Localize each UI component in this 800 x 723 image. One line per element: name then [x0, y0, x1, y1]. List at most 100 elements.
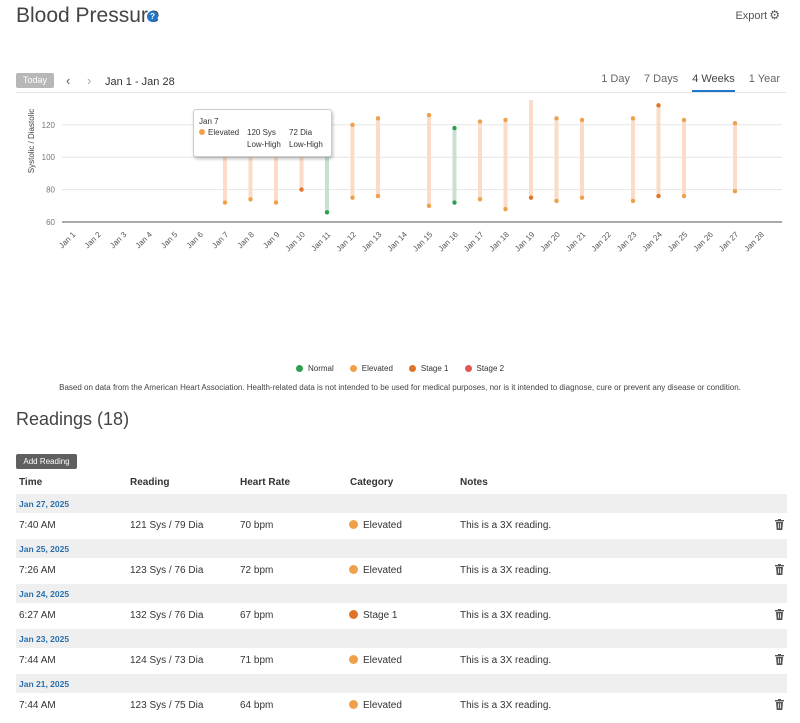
- x-tick-label: Jan 2: [83, 230, 104, 251]
- export-button[interactable]: Export ⚙: [735, 8, 780, 22]
- bp-range-bar: [350, 124, 355, 198]
- category-dot: [349, 610, 358, 619]
- trash-icon[interactable]: [775, 519, 784, 530]
- table-row[interactable]: 6:27 AM 132 Sys / 76 Dia 67 bpm Stage 1 This…: [16, 603, 787, 629]
- x-tick-label: Jan 22: [590, 230, 614, 254]
- cell-category: Elevated: [349, 520, 402, 531]
- tooltip-diastolic: 72 Dia: [289, 128, 313, 137]
- group-date: Jan 24, 2025: [19, 589, 70, 599]
- trash-icon[interactable]: [775, 564, 784, 575]
- x-tick-label: Jan 13: [360, 230, 384, 254]
- diastolic-point: [503, 206, 508, 212]
- cell-notes: This is a 3X reading.: [460, 565, 552, 576]
- chart-tooltip: Jan 7 Elevated 120 Sys 72 Dia Low-High L…: [193, 109, 332, 157]
- legend-label: Normal: [308, 364, 334, 373]
- diastolic-point: [630, 198, 636, 204]
- x-tick-label: Jan 27: [717, 230, 741, 254]
- bp-range-bar: [529, 100, 533, 198]
- col-heart-rate: Heart Rate: [240, 477, 291, 488]
- bp-range-bar: [733, 123, 737, 192]
- cell-time: 7:40 AM: [19, 520, 56, 531]
- table-row[interactable]: 7:40 AM 121 Sys / 79 Dia 70 bpm Elevated Thi…: [16, 513, 787, 539]
- bp-range-bar: [656, 105, 661, 197]
- legend-dot: [349, 365, 357, 372]
- diastolic-point: [299, 187, 304, 192]
- x-tick-label: Jan 18: [488, 230, 512, 254]
- bp-range-bar: [223, 124, 227, 203]
- help-icon[interactable]: ?: [147, 11, 158, 22]
- systolic-point: [426, 112, 432, 118]
- tooltip-systolic: 120 Sys: [247, 128, 276, 137]
- cell-category: Elevated: [349, 700, 402, 711]
- trash-icon[interactable]: [775, 699, 784, 710]
- bp-range-bar: [580, 119, 584, 198]
- legend-stage2[interactable]: Stage 2: [464, 364, 504, 373]
- diastolic-point: [528, 195, 534, 200]
- category-label: Elevated: [363, 520, 402, 531]
- cell-heart-rate: 67 bpm: [240, 610, 274, 621]
- trash-icon[interactable]: [775, 609, 784, 620]
- systolic-point: [579, 117, 585, 123]
- category-dot: [349, 520, 358, 529]
- x-tick-label: Jan 21: [564, 230, 588, 254]
- table-row[interactable]: 7:44 AM 123 Sys / 75 Dia 64 bpm Elevated Thi…: [16, 693, 787, 719]
- y-tick-label: 100: [42, 153, 56, 162]
- table-header: Time Reading Heart Rate Category Notes: [16, 475, 786, 493]
- tab-1-day[interactable]: 1 Day: [601, 73, 630, 85]
- diastolic-point: [324, 210, 330, 215]
- diastolic-point: [248, 197, 253, 202]
- today-button[interactable]: Today: [16, 73, 54, 88]
- add-reading-button[interactable]: Add Reading: [16, 454, 77, 469]
- cell-notes: This is a 3X reading.: [460, 520, 552, 531]
- tab-7-days[interactable]: 7 Days: [643, 73, 679, 85]
- x-tick-label: Jan 20: [539, 230, 563, 254]
- systolic-point: [554, 116, 559, 121]
- table-row[interactable]: 7:44 AM 124 Sys / 73 Dia 71 bpm Elevated Thi…: [16, 648, 787, 674]
- legend-dot: [464, 365, 472, 372]
- legend-dot: [408, 365, 416, 372]
- tab-1-year[interactable]: 1 Year: [748, 73, 780, 85]
- category-dot: [349, 565, 358, 574]
- cell-category: Elevated: [349, 655, 402, 666]
- x-tick-label: Jan 14: [386, 230, 410, 254]
- date-group-header: Jan 21, 2025: [16, 674, 787, 693]
- legend-elevated[interactable]: Elevated: [349, 364, 393, 373]
- tooltip-systolic-range: Low-High: [247, 140, 281, 149]
- x-tick-label: Jan 25: [666, 230, 690, 254]
- readings-title: Readings (18): [16, 409, 130, 429]
- table-row[interactable]: 7:26 AM 123 Sys / 76 Dia 72 bpm Elevated Thi…: [16, 558, 787, 584]
- diastolic-point: [273, 200, 279, 205]
- chevron-right-icon[interactable]: ›: [87, 73, 92, 88]
- x-tick-label: Jan 17: [462, 230, 486, 254]
- diastolic-point: [681, 193, 687, 199]
- col-category: Category: [350, 477, 394, 488]
- cell-time: 7:44 AM: [19, 655, 56, 666]
- diastolic-point: [222, 200, 228, 205]
- systolic-point: [732, 120, 738, 126]
- cell-notes: This is a 3X reading.: [460, 655, 552, 666]
- y-tick-label: 80: [46, 186, 55, 195]
- readings-table: Jan 27, 2025 7:40 AM 121 Sys / 79 Dia 70 bp…: [16, 494, 787, 719]
- cell-time: 7:44 AM: [19, 700, 56, 711]
- tab-4-weeks[interactable]: 4 Weeks: [692, 73, 735, 92]
- legend-stage1[interactable]: Stage 1: [408, 364, 449, 373]
- diastolic-point: [375, 193, 381, 199]
- category-label: Elevated: [363, 655, 402, 666]
- x-tick-label: Jan 8: [236, 230, 257, 251]
- bp-range-bar: [503, 119, 508, 210]
- x-tick-label: Jan 1: [57, 230, 78, 251]
- chevron-left-icon[interactable]: ‹: [66, 73, 71, 88]
- date-group-header: Jan 24, 2025: [16, 584, 787, 603]
- bp-range-bar: [299, 128, 304, 190]
- y-tick-label: 120: [42, 121, 56, 130]
- cell-notes: This is a 3X reading.: [460, 700, 552, 711]
- diastolic-point: [579, 195, 585, 200]
- cell-heart-rate: 64 bpm: [240, 700, 274, 711]
- cell-time: 6:27 AM: [19, 610, 56, 621]
- tooltip-category-dot: [199, 129, 205, 135]
- disclaimer: Based on data from the American Heart As…: [59, 383, 741, 392]
- trash-icon[interactable]: [775, 654, 784, 665]
- legend-normal[interactable]: Normal: [296, 364, 334, 373]
- systolic-point: [350, 122, 355, 127]
- bp-range-bar: [325, 139, 329, 213]
